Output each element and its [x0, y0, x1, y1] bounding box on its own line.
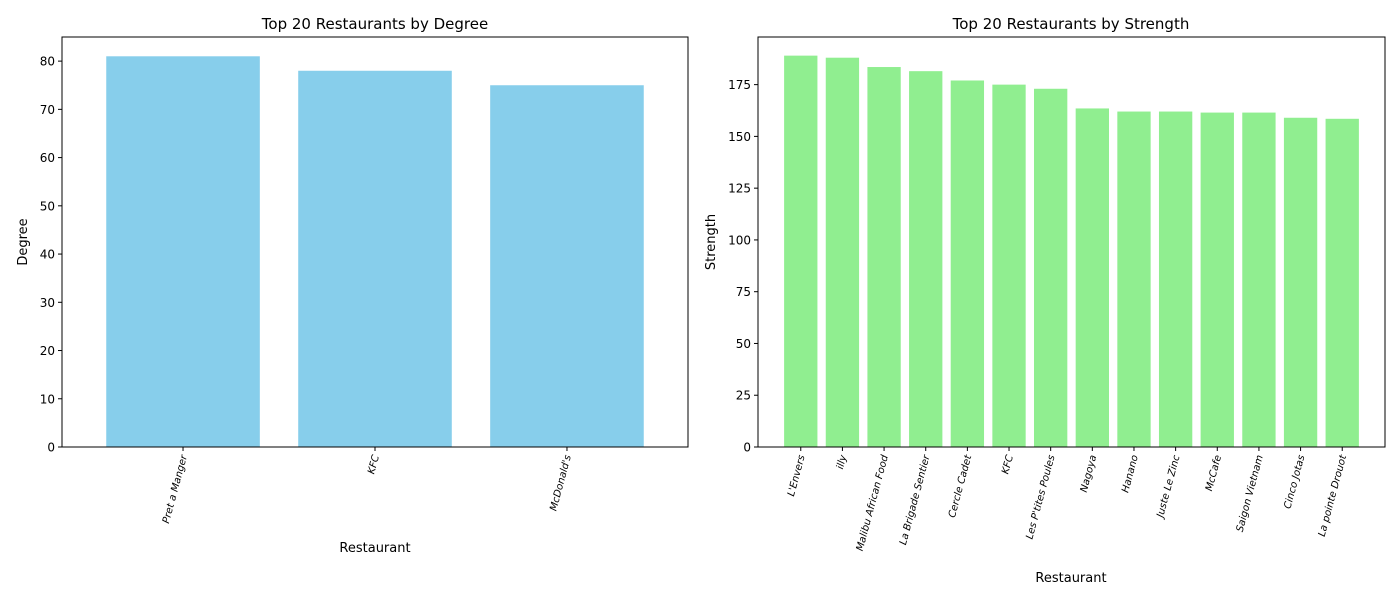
strength-bar: [992, 84, 1026, 447]
strength-y-tick-label: 50: [736, 337, 751, 351]
degree-y-ticks: 0 10 20 30 40 50 60 70 80: [40, 55, 62, 455]
strength-chart-ylabel: Strength: [704, 214, 719, 270]
strength-y-tick-label: 0: [743, 441, 751, 455]
degree-chart-xlabel: Restaurant: [339, 541, 410, 556]
strength-bar: [1200, 112, 1234, 447]
degree-y-tick-label: 20: [40, 344, 55, 358]
strength-x-tick-label: KFC: [1000, 454, 1016, 475]
degree-y-tick-label: 30: [40, 296, 55, 310]
strength-x-tick-label: McCafe: [1204, 454, 1224, 493]
strength-bar: [909, 71, 943, 448]
degree-y-tick-label: 40: [40, 248, 55, 262]
degree-bar: [490, 85, 644, 448]
strength-x-ticks: L'Envers illy Malibu African Food La Brigad…: [786, 447, 1349, 552]
strength-x-tick-label: Juste Le Zinc: [1155, 453, 1183, 520]
strength-y-tick-label: 125: [728, 182, 751, 196]
strength-bars: [784, 55, 1359, 448]
strength-bar: [950, 80, 985, 447]
strength-y-ticks: 0 25 50 75 100 125 150 175: [728, 78, 758, 455]
strength-y-tick-label: 75: [736, 285, 751, 299]
strength-x-tick-label: illy: [835, 453, 850, 471]
strength-x-tick-label: Nagoya: [1079, 454, 1099, 494]
degree-y-tick-label: 0: [47, 441, 55, 455]
degree-chart-ylabel: Degree: [16, 218, 31, 265]
strength-x-tick-label: Malibu African Food: [855, 453, 891, 552]
degree-chart-title: Top 20 Restaurants by Degree: [261, 15, 488, 33]
strength-bar: [867, 67, 901, 447]
strength-plot-frame: [757, 36, 1386, 448]
strength-bar: [1283, 117, 1318, 447]
strength-bar: [825, 57, 860, 448]
strength-x-tick-label: Les P'tites Poules: [1025, 454, 1058, 541]
strength-x-tick-label: Hanano: [1120, 454, 1141, 494]
strength-bar: [1034, 88, 1068, 448]
degree-y-tick-label: 70: [40, 103, 55, 117]
strength-bar: [1075, 108, 1109, 447]
degree-x-tick-label: McDonald's: [548, 454, 574, 512]
strength-y-tick-label: 100: [728, 233, 751, 247]
strength-bar: [1325, 118, 1359, 447]
strength-x-tick-label: Cinco Jotas: [1283, 454, 1308, 510]
strength-y-tick-label: 150: [728, 130, 751, 144]
strength-x-tick-label: La pointe Drouot: [1317, 453, 1350, 538]
degree-x-tick-label: KFC: [366, 454, 382, 475]
strength-bar: [784, 55, 818, 447]
degree-y-tick-label: 10: [40, 392, 55, 406]
degree-bars: [106, 56, 644, 448]
degree-y-tick-label: 60: [40, 151, 55, 165]
strength-chart: Top 20 Restaurants by Strength Restauran…: [704, 15, 1386, 586]
strength-bar: [1117, 111, 1151, 448]
degree-x-ticks: Pret a Manger KFC McDonald's: [161, 447, 574, 525]
strength-chart-xlabel: Restaurant: [1035, 571, 1106, 586]
strength-x-tick-label: La Brigade Sentier: [898, 453, 933, 546]
strength-x-tick-label: Saigon Vietnam: [1235, 454, 1266, 534]
degree-x-tick-label: Pret a Manger: [161, 453, 190, 525]
strength-x-tick-label: L'Envers: [786, 454, 808, 498]
degree-plot-frame: [61, 36, 689, 448]
degree-bar: [298, 70, 452, 447]
strength-chart-title: Top 20 Restaurants by Strength: [952, 15, 1190, 33]
strength-x-tick-label: Cercle Cadet: [947, 453, 975, 519]
degree-chart: Top 20 Restaurants by Degree Restaurant …: [16, 15, 689, 556]
strength-bar: [1158, 111, 1193, 448]
strength-bar: [1242, 112, 1276, 447]
strength-y-tick-label: 175: [728, 78, 751, 92]
strength-y-tick-label: 25: [736, 389, 751, 403]
degree-y-tick-label: 50: [40, 199, 55, 213]
degree-bar: [106, 56, 260, 447]
degree-y-tick-label: 80: [40, 55, 55, 69]
